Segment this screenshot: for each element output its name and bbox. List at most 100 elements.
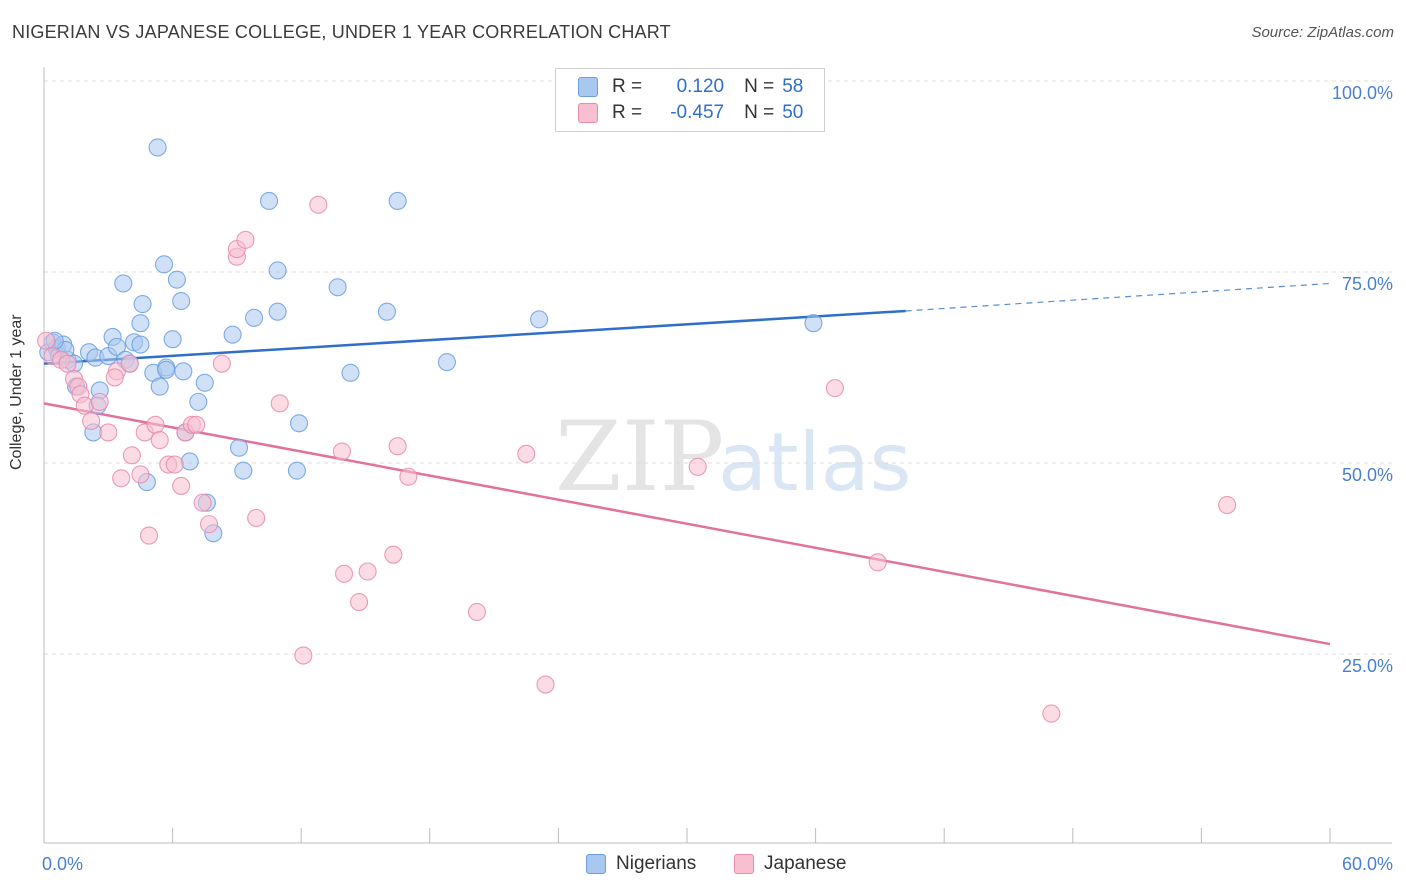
japanese-point [90, 392, 109, 411]
legend-label-nigerians: Nigerians [616, 853, 697, 874]
nigerian-trendline-extension [905, 282, 1331, 312]
legend-n-value: 50 [782, 102, 804, 123]
nigerian-trendline [43, 309, 906, 365]
nigerian-point [157, 360, 176, 379]
legend-n-value: 58 [782, 76, 804, 97]
y-tick-label: 75.0% [1342, 274, 1393, 294]
stats-legend: R = 0.120 N = 58 R = -0.457 N = 50 [555, 68, 825, 132]
japanese-point [187, 415, 206, 434]
x-tick-label: 60.0% [1342, 854, 1393, 874]
japanese-point [105, 368, 124, 387]
nigerian-point [180, 452, 199, 471]
legend-item-japanese: Japanese [734, 852, 846, 876]
nigerian-point [804, 314, 823, 333]
nigerian-point [341, 363, 360, 382]
nigerian-point [268, 302, 287, 321]
source-label: Source: ZipAtlas.com [1251, 24, 1394, 41]
nigerian-point [268, 261, 287, 280]
legend-r-label: R = [612, 76, 643, 97]
legend-item-nigerians: Nigerians [586, 852, 696, 876]
japanese-point [688, 457, 707, 476]
nigerian-point [174, 362, 193, 381]
nigerian-point [259, 191, 279, 210]
nigerian-point [133, 295, 152, 314]
legend-swatch-nigerians [578, 77, 598, 97]
japanese-point [58, 354, 77, 373]
japanese-point [384, 545, 403, 564]
nigerian-point [163, 330, 182, 349]
gridlines [44, 80, 1392, 655]
legend-r-label: R = [612, 102, 643, 123]
japanese-trendline [43, 402, 1331, 646]
japanese-point [236, 230, 255, 249]
japanese-point [112, 469, 131, 488]
japanese-point [825, 379, 844, 398]
japanese-point [75, 396, 94, 415]
axes [43, 67, 1392, 844]
japanese-point [199, 515, 219, 534]
japanese-point [120, 354, 139, 373]
legend-r-value: 0.120 [676, 76, 725, 97]
nigerian-point [131, 335, 150, 354]
legend-n-label: N = [744, 76, 775, 97]
japanese-point [294, 646, 313, 665]
japanese-point [193, 493, 212, 512]
watermark: ZIP atlas [555, 401, 911, 513]
nigerian-point [154, 255, 174, 274]
nigerian-point [328, 278, 347, 297]
japanese-point [150, 431, 169, 450]
legend-row-nigerians: R = 0.120 N = 58 [578, 75, 803, 99]
nigerian-point [388, 191, 407, 210]
nigerian-point [114, 274, 133, 293]
japanese-point [1218, 495, 1237, 515]
data-points [37, 138, 1237, 723]
nigerian-point [290, 414, 309, 433]
legend-n-label: N = [744, 102, 775, 123]
nigerian-point [167, 270, 186, 289]
legend-row-japanese: R = -0.457 N = 50 [578, 101, 803, 125]
japanese-point [332, 442, 351, 461]
japanese-point [388, 437, 407, 456]
nigerian-point [244, 308, 264, 327]
japanese-point [517, 444, 536, 463]
nigerian-point [229, 438, 249, 457]
japanese-point [467, 602, 487, 622]
japanese-point [99, 423, 118, 442]
japanese-point [37, 331, 56, 350]
japanese-point [350, 592, 369, 612]
japanese-point [139, 526, 159, 545]
y-tick-label: 50.0% [1342, 465, 1393, 485]
japanese-point [131, 465, 150, 484]
legend-label-japanese: Japanese [764, 853, 847, 874]
nigerian-point [172, 291, 191, 311]
japanese-point [1042, 704, 1061, 723]
legend-swatch-japanese [734, 854, 754, 874]
legend-swatch-japanese [578, 103, 598, 123]
trendlines [43, 282, 1331, 646]
nigerian-point [150, 377, 169, 396]
nigerian-point [223, 325, 242, 344]
nigerian-point [107, 337, 126, 356]
nigerian-point [437, 353, 456, 372]
japanese-point [399, 467, 418, 486]
japanese-point [165, 455, 184, 474]
japanese-point [247, 508, 266, 528]
japanese-point [868, 553, 887, 572]
tick-labels: 100.0% 75.0% 50.0% 25.0% 0.0% 60.0% [42, 83, 1393, 874]
japanese-point [82, 411, 101, 431]
legend-swatch-nigerians [586, 854, 606, 874]
japanese-point [358, 562, 377, 581]
legend-r-value: -0.457 [670, 102, 725, 123]
japanese-point [536, 675, 555, 694]
nigerian-point [195, 373, 214, 392]
nigerian-point [377, 302, 396, 321]
chart-title: NIGERIAN VS JAPANESE COLLEGE, UNDER 1 YE… [12, 22, 671, 42]
nigerian-point [148, 138, 167, 157]
japanese-point [270, 394, 289, 413]
nigerian-point [234, 461, 253, 480]
watermark-zip: ZIP [555, 401, 724, 513]
japanese-point [212, 354, 231, 373]
japanese-point [172, 476, 191, 495]
japanese-point [309, 195, 328, 214]
